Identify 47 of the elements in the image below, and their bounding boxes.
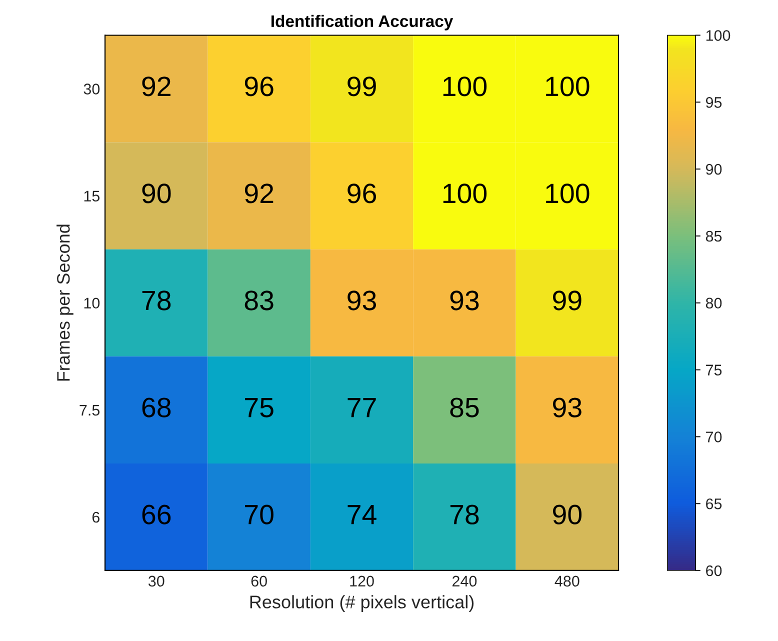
y-axis-title: Frames per Second xyxy=(56,224,74,381)
color-bar-label: 65 xyxy=(706,498,722,510)
data-label: 99 xyxy=(553,290,582,310)
x-tick-label: 240 xyxy=(452,576,477,587)
y-tick-label: 7.5 xyxy=(80,404,100,416)
data-label: 99 xyxy=(348,76,376,96)
y-tick-label: 10 xyxy=(84,298,100,309)
y-tick-label: 15 xyxy=(84,190,100,202)
x-tick-label: 30 xyxy=(148,576,164,587)
color-bar-label: 85 xyxy=(706,230,722,242)
data-label: 100 xyxy=(443,76,487,96)
data-label: 93 xyxy=(553,398,582,418)
data-label: 78 xyxy=(450,504,479,524)
data-label: 93 xyxy=(348,290,376,310)
data-label: 85 xyxy=(450,398,479,418)
data-label: 78 xyxy=(142,290,171,310)
color-bar-label: 100 xyxy=(706,30,730,41)
data-label: 66 xyxy=(142,504,171,524)
data-label: 96 xyxy=(244,76,274,96)
data-label: 90 xyxy=(553,504,582,524)
data-label: 83 xyxy=(244,290,274,310)
x-tick-label: 480 xyxy=(554,576,580,587)
data-label: 100 xyxy=(546,76,590,96)
color-bar-label: 75 xyxy=(706,364,722,376)
data-label: 75 xyxy=(245,398,274,418)
y-tick-label: 30 xyxy=(84,84,100,94)
data-label: 93 xyxy=(450,290,479,310)
x-axis-title: Resolution (# pixels vertical) xyxy=(250,595,474,612)
data-label: 92 xyxy=(244,184,274,204)
data-label: 96 xyxy=(348,184,376,204)
data-label: 74 xyxy=(348,505,376,524)
chart-title: Identification Accuracy xyxy=(272,14,454,30)
data-label: 100 xyxy=(443,184,487,204)
data-label: 100 xyxy=(546,184,590,204)
color-bar-label: 70 xyxy=(706,432,722,442)
data-label: 90 xyxy=(142,184,171,204)
color-bar-label: 95 xyxy=(706,97,722,108)
x-tick-label: 120 xyxy=(350,576,374,587)
x-tick-label: 60 xyxy=(251,576,267,587)
color-bar-label: 60 xyxy=(706,565,722,576)
data-label: 70 xyxy=(245,504,274,524)
data-label: 77 xyxy=(348,398,376,418)
y-tick-label: 6 xyxy=(92,512,100,523)
data-label: 92 xyxy=(142,76,170,96)
color-bar-label: 90 xyxy=(706,164,722,175)
color-bar-label: 80 xyxy=(706,298,722,309)
data-label: 68 xyxy=(142,398,171,418)
